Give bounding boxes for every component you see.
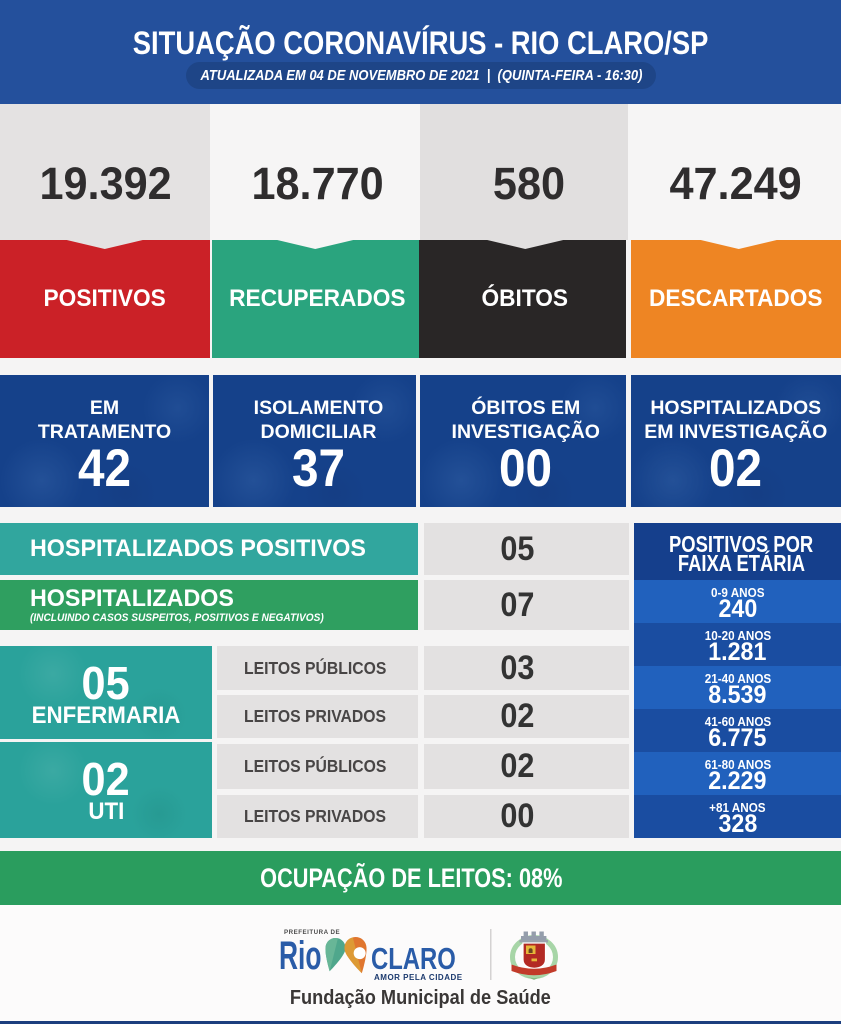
svg-text:Rio: Rio bbox=[279, 934, 322, 979]
svg-text:PREFEITURA DE: PREFEITURA DE bbox=[284, 929, 340, 936]
svg-text:AMOR PELA CIDADE: AMOR PELA CIDADE bbox=[374, 973, 463, 982]
svg-text:CLARO: CLARO bbox=[371, 941, 456, 976]
